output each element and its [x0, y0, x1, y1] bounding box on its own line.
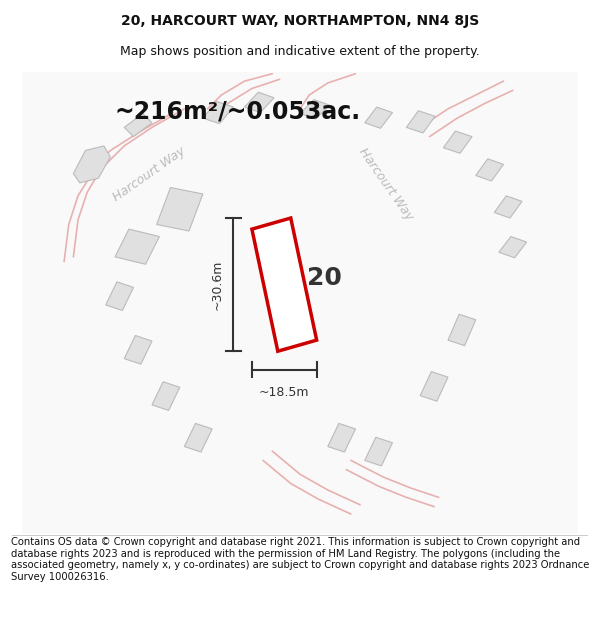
Polygon shape [443, 131, 472, 153]
Polygon shape [365, 438, 392, 466]
Polygon shape [157, 188, 203, 231]
Text: Map shows position and indicative extent of the property.: Map shows position and indicative extent… [120, 44, 480, 58]
Polygon shape [73, 146, 110, 183]
Polygon shape [245, 92, 274, 112]
Polygon shape [106, 282, 133, 311]
Text: 20: 20 [307, 266, 342, 289]
Polygon shape [406, 111, 435, 133]
Polygon shape [328, 423, 355, 452]
Polygon shape [124, 336, 152, 364]
Text: Harcourt Way: Harcourt Way [355, 146, 415, 223]
Polygon shape [420, 372, 448, 401]
Polygon shape [494, 196, 522, 218]
Text: ~18.5m: ~18.5m [259, 386, 310, 399]
Text: ~30.6m: ~30.6m [210, 259, 223, 310]
Polygon shape [124, 114, 152, 137]
Polygon shape [365, 107, 392, 128]
Polygon shape [448, 314, 476, 346]
Polygon shape [300, 99, 329, 119]
Polygon shape [476, 159, 503, 181]
Polygon shape [499, 236, 527, 258]
Polygon shape [184, 423, 212, 452]
Text: Harcourt Way: Harcourt Way [110, 145, 188, 204]
Polygon shape [152, 382, 180, 411]
Polygon shape [115, 229, 160, 264]
Text: 20, HARCOURT WAY, NORTHAMPTON, NN4 8JS: 20, HARCOURT WAY, NORTHAMPTON, NN4 8JS [121, 14, 479, 28]
Polygon shape [252, 218, 317, 351]
Polygon shape [203, 101, 233, 124]
Text: ~216m²/~0.053ac.: ~216m²/~0.053ac. [115, 99, 361, 124]
Text: Contains OS data © Crown copyright and database right 2021. This information is : Contains OS data © Crown copyright and d… [11, 537, 589, 582]
